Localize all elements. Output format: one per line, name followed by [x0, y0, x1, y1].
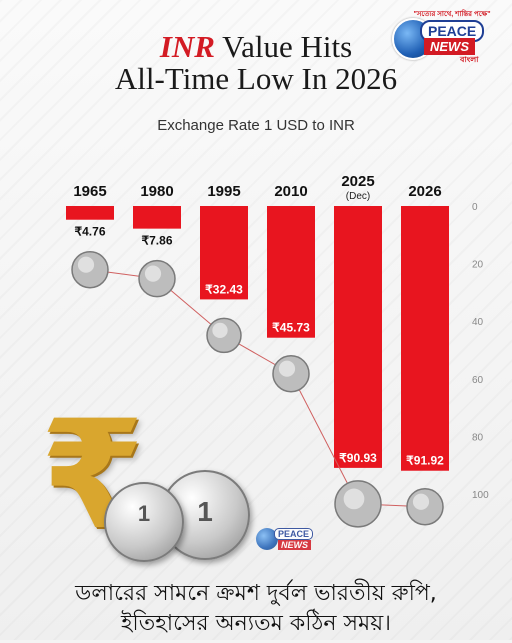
coin-icon: 1	[104, 482, 184, 562]
coin-highlight	[77, 256, 95, 273]
bar	[267, 206, 315, 338]
bar	[334, 206, 382, 468]
y-tick-label: 80	[472, 432, 484, 443]
x-tick-label: 1995	[207, 183, 240, 200]
page-title-line2: All-Time Low In 2026	[114, 61, 398, 96]
bar	[66, 206, 114, 220]
x-tick-label: 2026	[408, 183, 441, 200]
watermark-news-text: NEWS	[278, 540, 311, 550]
watermark-logo: PEACE NEWS	[256, 522, 330, 556]
coin-highlight	[278, 360, 296, 377]
y-tick-label: 0	[472, 202, 478, 213]
x-tick-label: 2025	[341, 173, 374, 190]
bar	[401, 206, 449, 471]
watermark-peace-text: PEACE	[274, 528, 314, 540]
x-tick-label: 1980	[140, 183, 173, 200]
data-label: ₹91.92	[406, 454, 444, 468]
globe-icon	[256, 528, 278, 550]
y-tick-label: 20	[472, 260, 484, 271]
title-accent: INR	[159, 29, 215, 64]
x-tick-note: (Dec)	[346, 191, 370, 202]
caption-line2: ইতিহাসের অন্যতম কঠিন সময়।	[120, 611, 392, 636]
page-title-line1: INR Value Hits	[0, 30, 512, 64]
y-tick-label: 60	[472, 375, 484, 386]
coin-highlight	[412, 493, 430, 510]
data-label: ₹4.76	[75, 225, 106, 239]
logo-peace-text: PEACE	[420, 20, 485, 42]
logo-news-text: NEWS	[424, 38, 475, 55]
data-label: ₹45.73	[272, 321, 310, 335]
y-tick-label: 40	[472, 317, 484, 328]
title-rest: Value Hits	[214, 29, 353, 64]
data-label: ₹90.93	[339, 451, 377, 465]
bar	[200, 206, 248, 300]
chart-subtitle: Exchange Rate 1 USD to INR	[157, 117, 355, 134]
coin-highlight	[144, 265, 162, 282]
bar	[133, 206, 181, 229]
y-tick-label: 100	[472, 490, 489, 501]
coin-highlight	[212, 322, 228, 339]
data-label: ₹7.86	[142, 234, 173, 248]
x-tick-label: 1965	[73, 183, 106, 200]
logo-tagline: "সত্যের সাথে, শান্তির পক্ষে"	[413, 11, 491, 18]
x-tick-label: 2010	[274, 183, 307, 200]
data-label: ₹32.43	[205, 282, 243, 296]
brand-logo: "সত্যের সাথে, শান্তির পক্ষে" PEACE NEWS …	[390, 8, 502, 64]
caption-line1: ডলারের সামনে ক্রমশ দুর্বল ভারতীয় রুপি,	[75, 581, 437, 606]
logo-bangla-text: বাংলা	[460, 55, 479, 64]
coin-highlight	[343, 488, 365, 510]
exchange-rate-chart: 0 20 40 60 80 100 1965 ₹4.76 1980 ₹7.86 1995 ₹32.43…	[66, 173, 489, 528]
